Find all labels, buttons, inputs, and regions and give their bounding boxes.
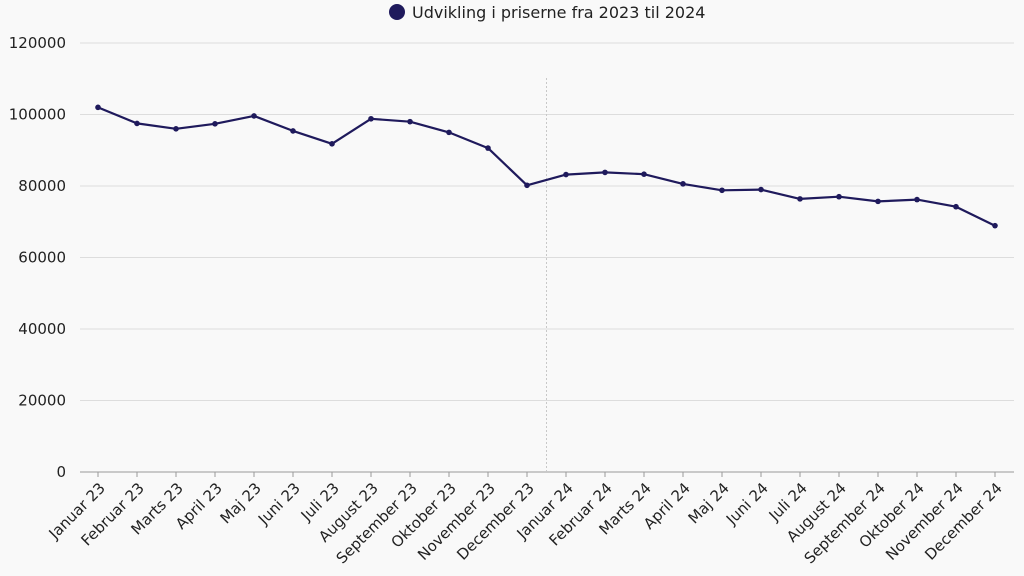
data-point[interactable]	[368, 115, 374, 122]
legend: Udvikling i priserne fra 2023 til 2024	[389, 3, 705, 22]
data-point[interactable]	[953, 203, 959, 210]
data-point[interactable]	[641, 171, 647, 178]
y-tick-label: 20000	[18, 392, 66, 410]
data-point[interactable]	[212, 120, 218, 127]
data-point[interactable]	[446, 129, 452, 136]
data-point[interactable]	[875, 198, 881, 205]
y-tick-label: 120000	[9, 34, 66, 52]
data-point[interactable]	[836, 193, 842, 200]
x-tick-label: Maj 24	[685, 479, 733, 527]
data-point[interactable]	[95, 104, 101, 111]
y-tick-label: 40000	[18, 320, 66, 338]
data-point[interactable]	[251, 113, 257, 119]
data-point[interactable]	[563, 171, 569, 178]
data-point[interactable]	[134, 120, 140, 127]
data-point[interactable]	[797, 196, 803, 202]
data-point[interactable]	[173, 126, 179, 132]
data-point[interactable]	[992, 222, 998, 229]
series-line	[97, 106, 996, 227]
y-tick-label: 0	[56, 463, 66, 481]
data-point[interactable]	[290, 128, 296, 134]
data-point[interactable]	[719, 187, 725, 194]
legend-label: Udvikling i priserne fra 2023 til 2024	[412, 3, 705, 22]
data-point[interactable]	[680, 181, 686, 187]
x-tick-label: Maj 23	[217, 479, 265, 527]
x-tick-label: Juni 24	[722, 479, 772, 529]
data-point[interactable]	[485, 145, 491, 151]
y-tick-label: 60000	[18, 249, 66, 267]
data-point[interactable]	[602, 169, 608, 176]
y-tick-label: 100000	[9, 106, 66, 124]
y-tick-label: 80000	[18, 177, 66, 195]
legend-marker	[389, 4, 405, 20]
data-point[interactable]	[524, 182, 530, 189]
data-point[interactable]	[758, 186, 764, 193]
y-axis: 0 20000 40000 60000 80000 100000 120000	[9, 34, 66, 481]
series-group	[95, 104, 998, 229]
data-point[interactable]	[914, 196, 920, 203]
x-tick-label: Juni 23	[254, 479, 304, 529]
data-point[interactable]	[329, 141, 335, 147]
data-point[interactable]	[407, 118, 413, 125]
